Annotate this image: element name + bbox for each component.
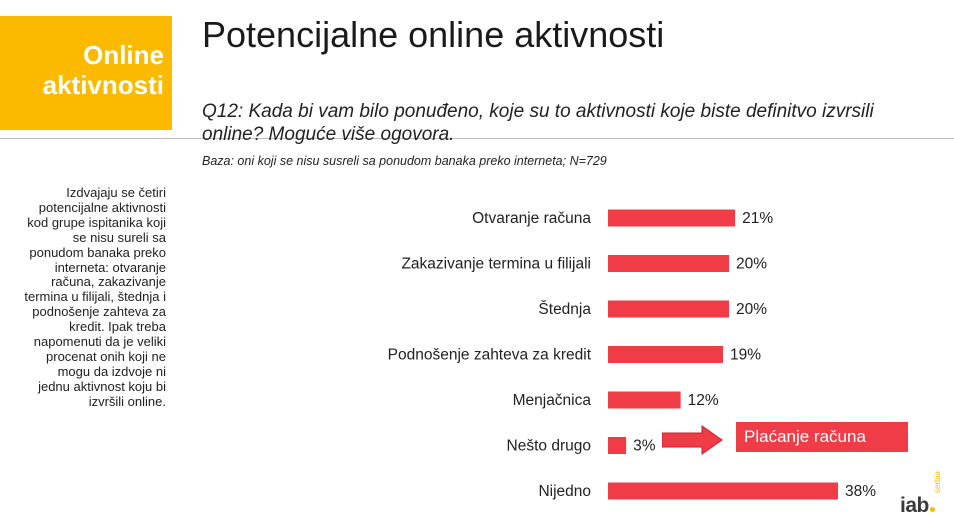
arrow-right-icon: [662, 425, 723, 455]
category-label: Nešto drugo: [507, 438, 591, 455]
section-label-line2: aktivnosti: [42, 70, 164, 100]
value-label: 38%: [845, 483, 876, 500]
section-label-box: Online aktivnosti: [0, 16, 172, 130]
logo-text: iab: [900, 494, 929, 517]
summary-text: Izdvajaju se četiri potencijalne aktivno…: [24, 185, 166, 409]
value-label: 21%: [742, 210, 773, 227]
page-title: Potencijalne online aktivnosti: [202, 14, 665, 55]
sample-base-note: Baza: oni koji se nisu susreli sa ponudo…: [202, 154, 607, 168]
value-label: 19%: [730, 347, 761, 364]
bar: [608, 255, 730, 272]
callout-label: Plaćanje računa: [744, 427, 866, 446]
bar: [608, 300, 730, 318]
category-label: Nijedno: [538, 483, 591, 500]
bar: [608, 346, 723, 363]
bar: [608, 209, 736, 227]
category-label: Štednja: [538, 301, 591, 318]
value-label: 20%: [736, 301, 767, 318]
logo-subtext: serbia: [933, 471, 942, 493]
logo-dot: [929, 507, 935, 512]
bar: [608, 391, 681, 409]
value-label: 3%: [633, 438, 656, 455]
category-label: Podnošenje zahteva za kredit: [388, 347, 592, 364]
category-label: Menjačnica: [513, 392, 592, 409]
category-label: Zakazivanje termina u filijali: [401, 256, 591, 273]
callout-box: Plaćanje računa: [736, 422, 908, 452]
section-label-line1: Online: [83, 40, 164, 70]
value-label: 20%: [736, 256, 767, 273]
iab-serbia-logo: iab serbia: [900, 471, 942, 518]
bar: [608, 437, 627, 454]
category-label: Otvaranje računa: [472, 210, 591, 227]
bar: [608, 482, 838, 500]
header-divider: [0, 138, 954, 139]
survey-question: Q12: Kada bi vam bilo ponuđeno, koje su …: [202, 101, 874, 145]
value-label: 12%: [688, 392, 719, 409]
